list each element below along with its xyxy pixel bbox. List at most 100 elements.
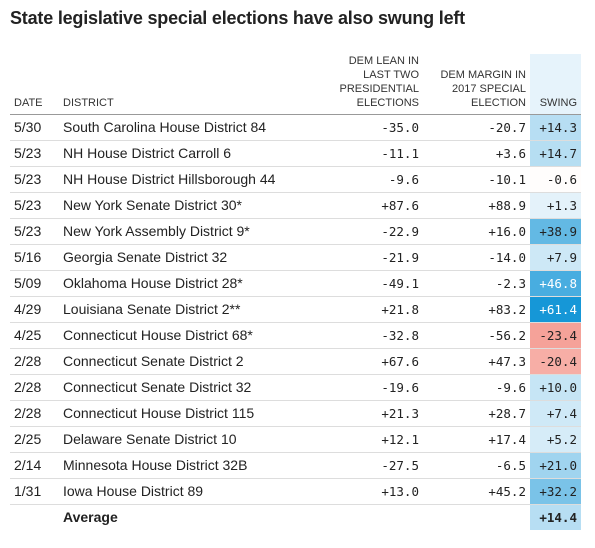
swing-cell: -20.4 <box>530 348 581 375</box>
margin-cell: +16.0 <box>423 218 530 245</box>
lean-cell: -21.9 <box>304 244 423 271</box>
average-label: Average <box>63 509 118 525</box>
table-body: 5/30 South Carolina House District 84 -35.… <box>10 114 581 531</box>
date-cell: 5/23 <box>10 192 59 219</box>
margin-cell: +83.2 <box>423 296 530 323</box>
header-cell: DEM MARGIN IN 2017 SPECIAL ELECTION <box>423 54 530 115</box>
district-cell: New York Assembly District 9* <box>59 218 304 245</box>
lean-cell: -27.5 <box>304 452 423 479</box>
district-cell: Connecticut Senate District 2 <box>59 348 304 375</box>
swing-cell: +32.2 <box>530 478 581 505</box>
margin-cell: +47.3 <box>423 348 530 375</box>
date-cell: 5/30 <box>10 114 59 141</box>
date-cell: 5/09 <box>10 270 59 297</box>
lean-cell: +21.8 <box>304 296 423 323</box>
lean-cell: -35.0 <box>304 114 423 141</box>
table-row: 4/29 Louisiana Senate District 2** +21.8 +8… <box>10 296 581 323</box>
swing-cell: +21.0 <box>530 452 581 479</box>
margin-cell: +88.9 <box>423 192 530 219</box>
lean-cell: -11.1 <box>304 140 423 167</box>
margin-cell: +17.4 <box>423 426 530 453</box>
date-cell: 2/28 <box>10 374 59 401</box>
district-cell: NH House District Carroll 6 <box>59 140 304 167</box>
lean-cell: +21.3 <box>304 400 423 427</box>
date-cell: 2/28 <box>10 348 59 375</box>
table-row: 2/28 Connecticut Senate District 2 +67.6 +4… <box>10 348 581 375</box>
swing-cell: +10.0 <box>530 374 581 401</box>
district-cell: Connecticut House District 115 <box>59 400 304 427</box>
district-cell: NH House District Hillsborough 44 <box>59 166 304 193</box>
table-header: DATE DISTRICT DEM LEAN IN LAST TWO PRESI… <box>10 54 581 115</box>
margin-cell: +45.2 <box>423 478 530 505</box>
margin-cell: -14.0 <box>423 244 530 271</box>
table-row: 5/16 Georgia Senate District 32 -21.9 -14.0… <box>10 244 581 271</box>
margin-cell: +3.6 <box>423 140 530 167</box>
swing-cell: +7.4 <box>530 400 581 427</box>
date-cell: 5/23 <box>10 140 59 167</box>
swing-cell: +7.9 <box>530 244 581 271</box>
date-cell: 2/25 <box>10 426 59 453</box>
date-cell: 5/23 <box>10 218 59 245</box>
empty-cell <box>304 505 423 531</box>
margin-cell: -6.5 <box>423 452 530 479</box>
date-cell: 2/28 <box>10 400 59 427</box>
margin-cell: -2.3 <box>423 270 530 297</box>
lean-cell: +13.0 <box>304 478 423 505</box>
date-cell: 2/14 <box>10 452 59 479</box>
district-cell: South Carolina House District 84 <box>59 114 304 141</box>
swing-cell: +61.4 <box>530 296 581 323</box>
table-row: 2/14 Minnesota House District 32B -27.5 -6.… <box>10 452 581 479</box>
district-cell: Iowa House District 89 <box>59 478 304 505</box>
margin-cell: -9.6 <box>423 374 530 401</box>
lean-cell: +67.6 <box>304 348 423 375</box>
date-cell: 5/23 <box>10 166 59 193</box>
swing-cell: +46.8 <box>530 270 581 297</box>
header-cell: DEM LEAN IN LAST TWO PRESIDENTIAL ELECTI… <box>304 54 423 115</box>
swing-cell: -23.4 <box>530 322 581 349</box>
lean-cell: +87.6 <box>304 192 423 219</box>
margin-cell: -10.1 <box>423 166 530 193</box>
lean-cell: -19.6 <box>304 374 423 401</box>
title: State legislative special elections have… <box>10 8 465 28</box>
margin-cell: -20.7 <box>423 114 530 141</box>
date-cell: 4/25 <box>10 322 59 349</box>
district-cell: Oklahoma House District 28* <box>59 270 304 297</box>
district-cell: Georgia Senate District 32 <box>59 244 304 271</box>
header-cell: SWING <box>530 54 581 115</box>
swing-cell: +5.2 <box>530 426 581 453</box>
swing-cell: -0.6 <box>530 166 581 193</box>
average-swing: +14.4 <box>530 504 581 530</box>
table-row: 5/30 South Carolina House District 84 -35.… <box>10 114 581 141</box>
district-cell: Minnesota House District 32B <box>59 452 304 479</box>
lean-cell: -9.6 <box>304 166 423 193</box>
average-row: Average +14.4 <box>10 504 581 531</box>
table-row: 2/25 Delaware Senate District 10 +12.1 +17.… <box>10 426 581 453</box>
lean-cell: -22.9 <box>304 218 423 245</box>
district-cell: Connecticut House District 68* <box>59 322 304 349</box>
district-cell: Louisiana Senate District 2** <box>59 296 304 323</box>
date-cell: 1/31 <box>10 478 59 505</box>
header-cell: DISTRICT <box>59 54 304 115</box>
swing-cell: +14.3 <box>530 114 581 141</box>
margin-cell: -56.2 <box>423 322 530 349</box>
district-cell: Connecticut Senate District 32 <box>59 374 304 401</box>
date-cell: 4/29 <box>10 296 59 323</box>
lean-cell: -32.8 <box>304 322 423 349</box>
header-row: DATE DISTRICT DEM LEAN IN LAST TWO PRESI… <box>10 54 581 115</box>
swing-cell: +38.9 <box>530 218 581 245</box>
table-row: 5/23 New York Assembly District 9* -22.9 +1… <box>10 218 581 245</box>
results-table: DATE DISTRICT DEM LEAN IN LAST TWO PRESI… <box>10 54 581 530</box>
table-row: 1/31 Iowa House District 89 +13.0 +45.2 +32.… <box>10 478 581 505</box>
table-row: 2/28 Connecticut House District 115 +21.3 +… <box>10 400 581 427</box>
swing-cell: +1.3 <box>530 192 581 219</box>
table-row: 4/25 Connecticut House District 68* -32.8-… <box>10 322 581 349</box>
table-row: 5/09 Oklahoma House District 28* -49.1 -2.3… <box>10 270 581 297</box>
district-cell: New York Senate District 30* <box>59 192 304 219</box>
district-cell: Delaware Senate District 10 <box>59 426 304 453</box>
date-cell: 5/16 <box>10 244 59 271</box>
table-row: 5/23 NH House District Carroll 6 -11.1 +3.6… <box>10 140 581 167</box>
table-row: 2/28 Connecticut Senate District 32 -19.6-… <box>10 374 581 401</box>
lean-cell: +12.1 <box>304 426 423 453</box>
lean-cell: -49.1 <box>304 270 423 297</box>
